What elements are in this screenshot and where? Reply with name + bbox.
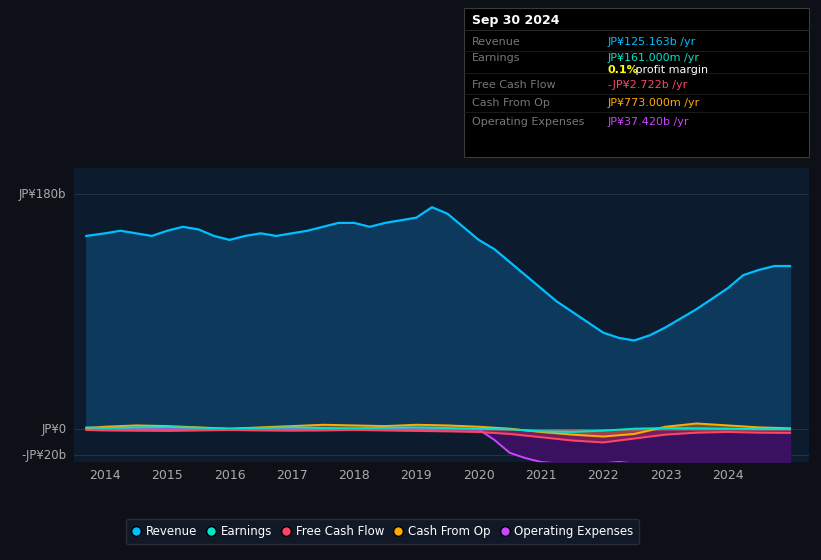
Text: JP¥125.163b /yr: JP¥125.163b /yr bbox=[608, 37, 695, 47]
Text: -JP¥2.722b /yr: -JP¥2.722b /yr bbox=[608, 80, 687, 90]
Text: profit margin: profit margin bbox=[632, 65, 709, 75]
Text: Operating Expenses: Operating Expenses bbox=[472, 116, 585, 127]
Text: JP¥0: JP¥0 bbox=[41, 423, 67, 436]
Text: -JP¥20b: -JP¥20b bbox=[21, 449, 67, 462]
Text: Earnings: Earnings bbox=[472, 53, 521, 63]
Text: JP¥37.420b /yr: JP¥37.420b /yr bbox=[608, 116, 689, 127]
Text: JP¥161.000m /yr: JP¥161.000m /yr bbox=[608, 53, 699, 63]
Text: JP¥773.000m /yr: JP¥773.000m /yr bbox=[608, 98, 699, 108]
Text: 0.1%: 0.1% bbox=[608, 65, 638, 75]
Text: Free Cash Flow: Free Cash Flow bbox=[472, 80, 556, 90]
Text: Revenue: Revenue bbox=[472, 37, 521, 47]
Legend: Revenue, Earnings, Free Cash Flow, Cash From Op, Operating Expenses: Revenue, Earnings, Free Cash Flow, Cash … bbox=[126, 520, 640, 544]
Text: JP¥180b: JP¥180b bbox=[19, 188, 67, 200]
Text: Cash From Op: Cash From Op bbox=[472, 98, 550, 108]
Text: Sep 30 2024: Sep 30 2024 bbox=[472, 14, 560, 27]
